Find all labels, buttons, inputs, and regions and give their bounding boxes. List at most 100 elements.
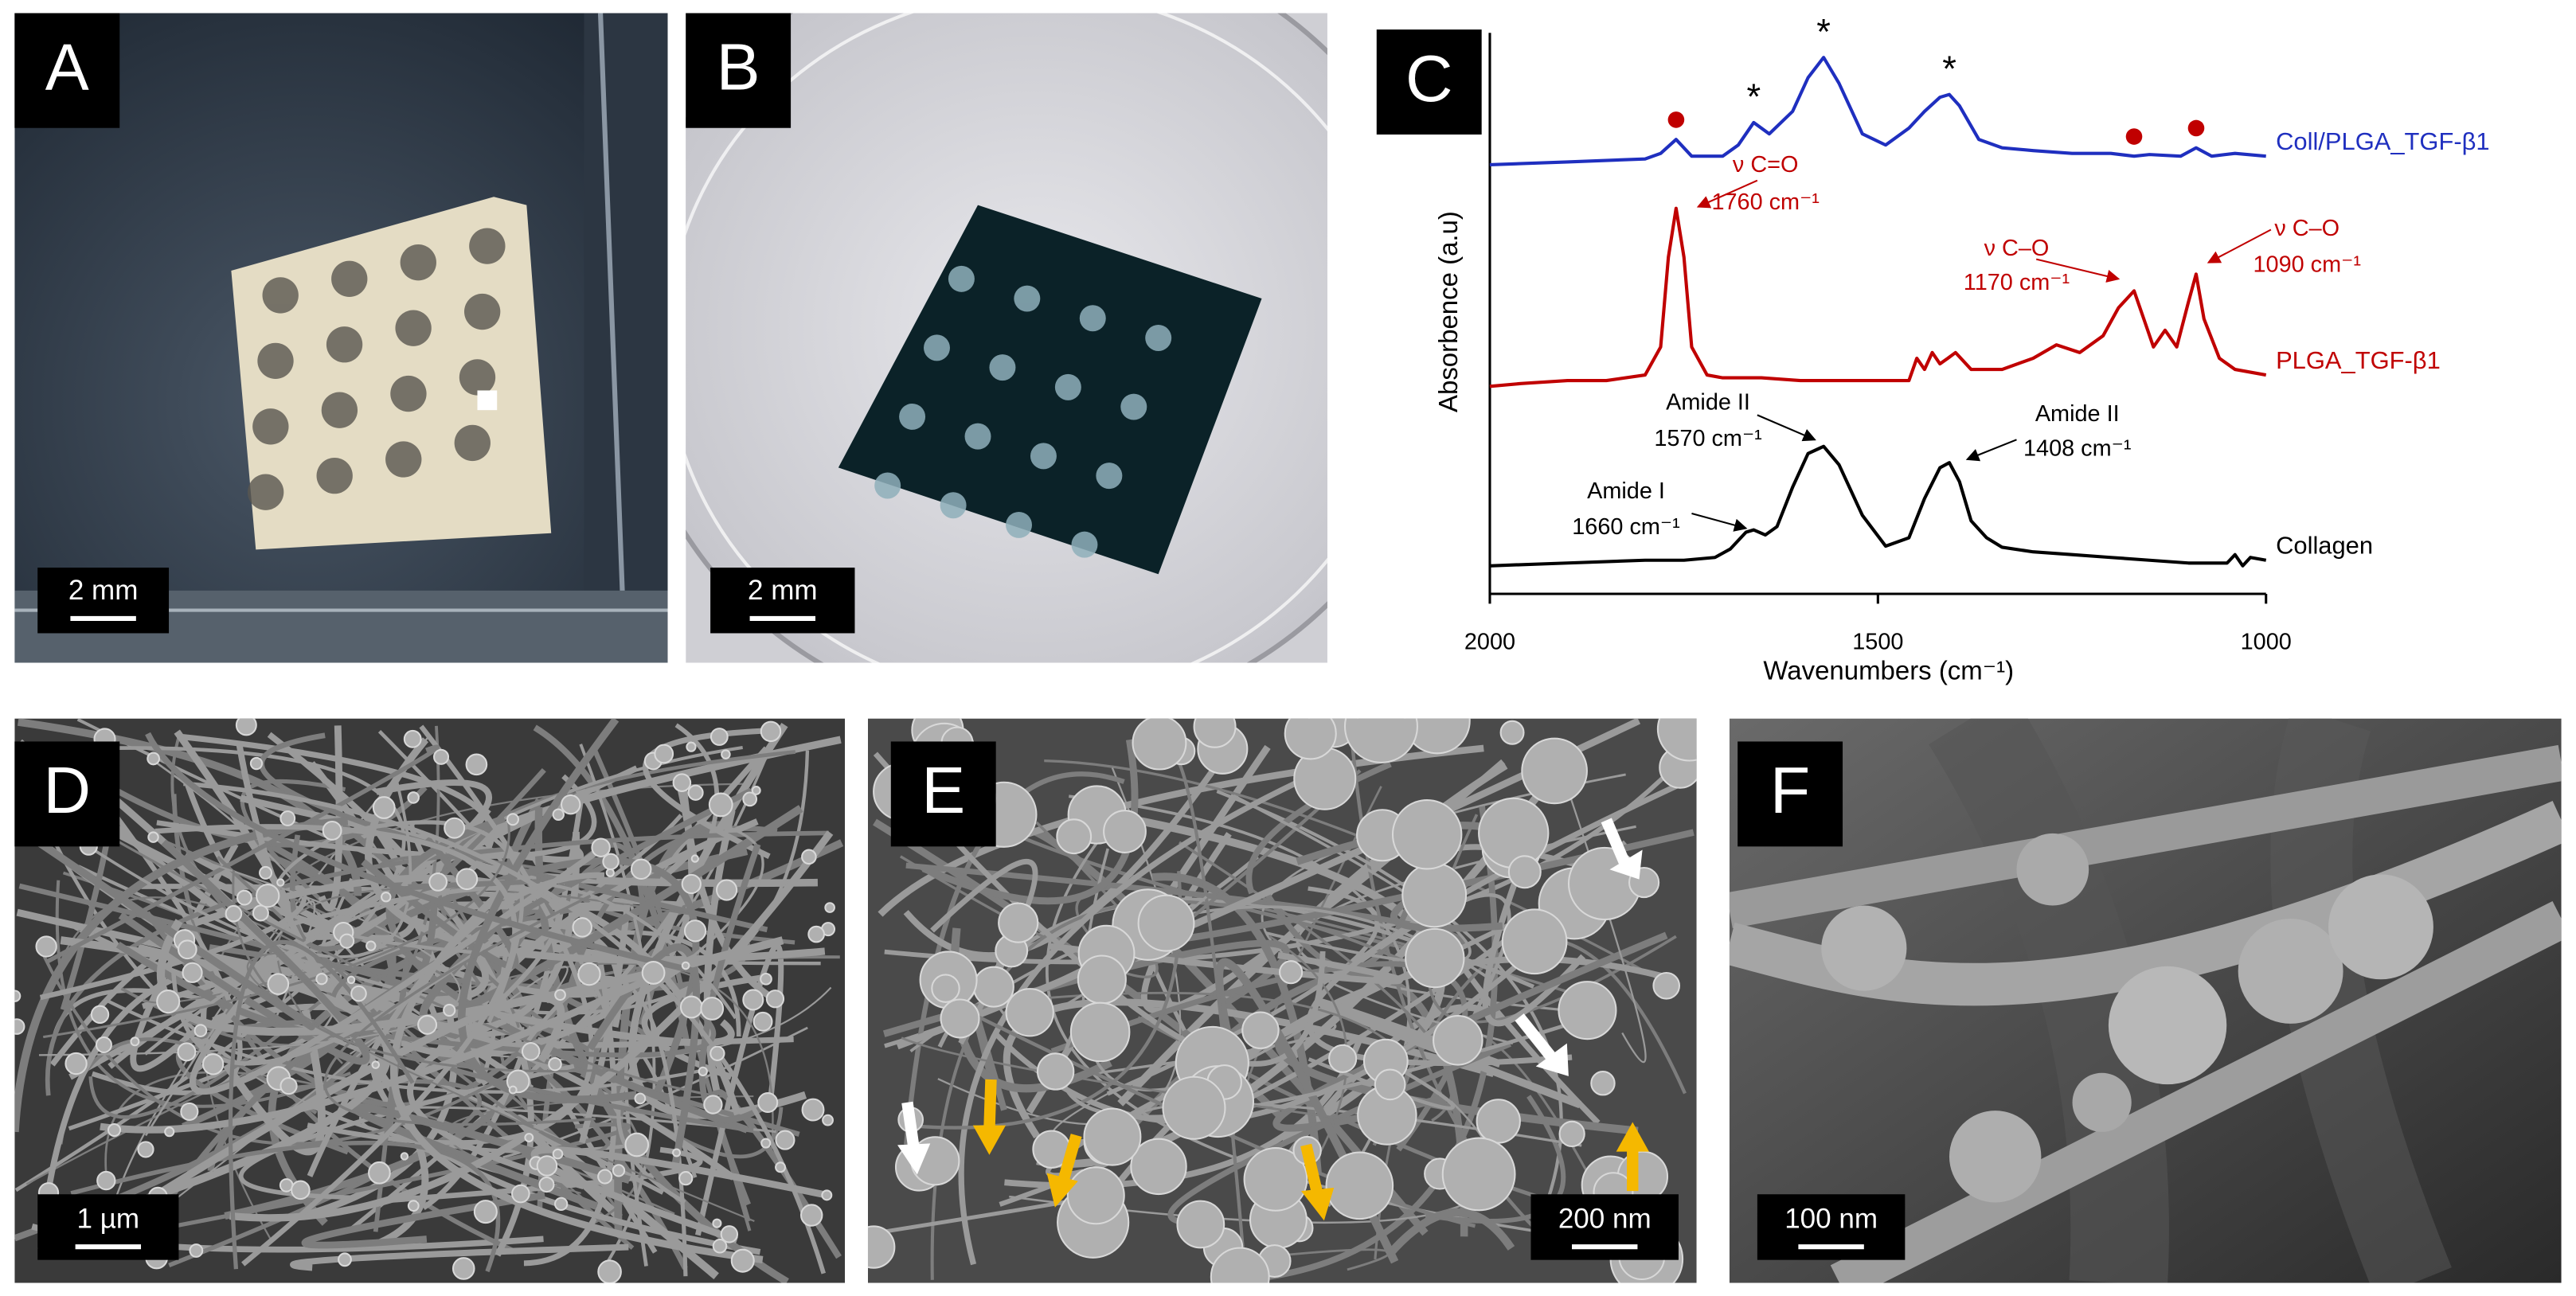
bead [428,872,448,892]
bead [775,1161,787,1173]
fiber [301,1192,545,1249]
bead [765,990,785,1009]
spot [247,474,284,510]
bead [698,1066,708,1077]
fiber [1233,794,1472,965]
spot [924,334,950,361]
bead [236,889,252,906]
spot [252,408,289,445]
spot [1079,305,1106,332]
bead [1558,981,1617,1040]
bead [443,1003,456,1017]
spot [390,375,427,412]
bead [1210,1247,1270,1283]
arrow [1757,414,1816,442]
bead [757,1092,779,1113]
fiber [118,839,370,1065]
spot [1014,285,1041,312]
x-tick-label: 1500 [1852,629,1903,654]
fiber [70,1140,501,1273]
bead [524,1133,534,1142]
bead [867,1225,896,1269]
spot [257,342,294,380]
annotation: 1408 cm⁻¹ [2023,435,2131,461]
fiber [698,843,768,1123]
bead [712,1238,728,1254]
bead [279,1077,298,1095]
fiber [43,818,510,1039]
fiber [223,1009,326,1156]
bead [681,873,702,895]
fiber [905,862,1468,955]
spot [469,228,506,264]
bead [1137,894,1195,952]
fiber [1390,892,1503,932]
bead [807,925,825,943]
bead [553,1196,569,1212]
spot [964,423,991,450]
bead [672,1148,682,1157]
spot [989,354,1016,381]
bead [1083,1107,1142,1166]
bead [801,1098,825,1122]
bead [1328,1044,1358,1073]
fiber [1274,1032,1639,1135]
bead [1433,1015,1483,1066]
bead [1241,1011,1280,1049]
panel-label: C [1405,42,1453,115]
bead [577,962,601,986]
bead [1521,737,1588,805]
bead [1441,1137,1516,1212]
scale-bar-label: 2 mm [748,575,818,606]
bead [1069,1001,1131,1063]
arrow [1691,513,1748,532]
fiber [530,1146,830,1243]
annotation: 1570 cm⁻¹ [1654,426,1761,451]
bead [940,998,980,1039]
bead [760,1138,772,1149]
fiber [100,953,699,1134]
fiber [323,894,596,1126]
bead [147,751,161,766]
plot: 2000 1500 1000 Coll/PLGA_TGF-β1 PLGA_TGF-β1 C… [1464,11,2490,654]
spot [874,472,901,499]
spectrum [1489,206,2267,388]
bead [624,1132,650,1157]
bead [1056,818,1093,855]
bead [1478,797,1550,869]
bead [156,990,181,1014]
bead [751,786,761,795]
spectrum [1489,444,2267,568]
bead [552,1148,564,1160]
bead [1243,1147,1308,1212]
bead [681,961,690,970]
bead [730,1248,755,1273]
bead [256,884,280,908]
fiber [884,767,1674,965]
bead [708,792,733,818]
bead [339,933,355,949]
scale-bar-box [37,568,170,634]
fiber [156,919,784,1036]
scale-bar-label: 1 µm [77,1203,140,1234]
scale-bar-box [710,568,855,634]
bead [1325,1151,1394,1220]
annotation: ν C–O [1984,236,2050,261]
bead [249,756,264,771]
bead [225,904,243,923]
photo-b [686,13,1327,663]
spot [331,260,368,297]
bead [322,820,342,841]
arrow [2035,258,2121,283]
bead [64,1052,88,1075]
fiber [25,962,774,1185]
bead [465,753,488,776]
bead [686,741,697,752]
bead [95,1036,112,1053]
bead [634,1092,647,1105]
spot [1145,325,1172,352]
fiber [68,814,683,1131]
fiber [268,847,749,1226]
x-tick-label: 1000 [2241,629,2292,654]
fiber [616,1034,686,1204]
